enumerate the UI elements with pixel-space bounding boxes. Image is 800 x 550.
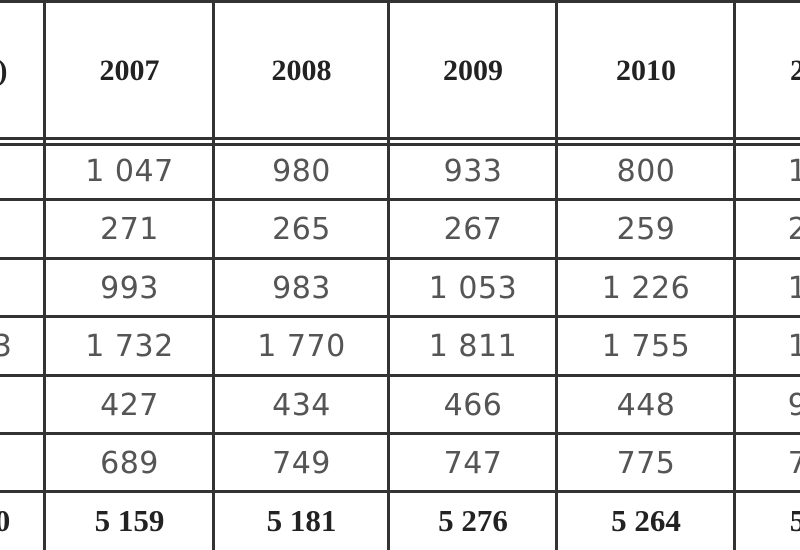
table-cell: 259 <box>616 212 676 247</box>
table-cell: 1 <box>787 329 800 364</box>
table-cell: 2009 <box>443 54 503 87</box>
table-cell: 5 159 <box>94 503 165 538</box>
table-cell: 983 <box>272 270 331 306</box>
table-cell: 1 226 <box>601 270 691 306</box>
table-cell: 1 053 <box>428 270 518 306</box>
column-border <box>733 0 736 550</box>
table-cell: 775 <box>616 445 676 481</box>
table-cell: 9 <box>787 387 800 423</box>
table-cell: ) <box>0 0 45 142</box>
table-cell: 1 <box>787 153 800 189</box>
table-cell: 2008 <box>271 54 332 87</box>
table-cell: 267 <box>443 212 503 247</box>
table-cell: 1 811 <box>428 329 518 364</box>
table-cell: 5 181 <box>266 503 337 538</box>
row-border <box>0 432 800 435</box>
table-cell: 2 <box>787 212 800 247</box>
table-cell: 747 <box>443 445 503 481</box>
table-cell: 5 <box>789 503 800 538</box>
table-cell: 5 276 <box>438 503 508 538</box>
table-cell: 933 <box>443 153 503 189</box>
row-border <box>0 198 800 201</box>
table-cell: 3 <box>0 329 13 364</box>
table-cell: 2 <box>790 54 800 87</box>
table-cell: 689 <box>100 445 159 481</box>
table-cell: 1 732 <box>85 329 174 364</box>
column-border <box>555 0 558 550</box>
table-cell: 427 <box>100 387 159 423</box>
row-border <box>0 490 800 493</box>
table-cell: 980 <box>272 153 331 189</box>
column-border <box>387 0 390 550</box>
row-border <box>0 374 800 377</box>
row-border <box>0 0 800 3</box>
table-cell: 0 <box>0 503 11 538</box>
table-cell: 466 <box>443 387 503 423</box>
table-cell: 434 <box>272 387 331 423</box>
row-border <box>0 137 800 140</box>
table-cell: 5 264 <box>611 503 681 538</box>
row-border <box>0 143 800 146</box>
table-cell: 1 047 <box>85 153 174 189</box>
row-border <box>0 257 800 260</box>
row-border <box>0 315 800 318</box>
table-cell: 7 <box>787 445 800 481</box>
table-cell: 749 <box>272 445 331 481</box>
column-border <box>43 0 46 550</box>
table-cell: 2007 <box>99 54 160 87</box>
table-cell: 265 <box>272 212 331 247</box>
column-border <box>212 0 215 550</box>
table-cell: 1 755 <box>601 329 691 364</box>
table-cell: 1 <box>787 270 800 306</box>
table-cell: 2010 <box>616 54 676 87</box>
table-cell: 271 <box>100 212 159 247</box>
table-cell: 800 <box>616 153 676 189</box>
table-cell: 448 <box>616 387 676 423</box>
table-cell: 993 <box>100 270 159 306</box>
table-cell: 1 770 <box>257 329 346 364</box>
